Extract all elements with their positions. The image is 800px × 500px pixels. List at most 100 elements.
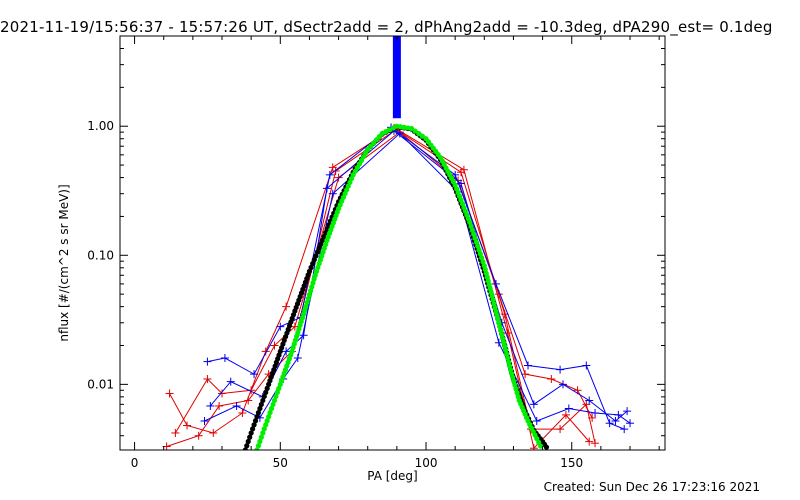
fit-point [255, 409, 262, 416]
fit-point [255, 443, 262, 449]
fit-point [496, 320, 502, 326]
data-point [194, 431, 203, 440]
fit-point [251, 422, 257, 428]
data-point [226, 377, 235, 386]
data-point [232, 401, 241, 410]
fit-point [244, 443, 250, 449]
fit-point [506, 363, 513, 369]
fit-point [258, 434, 264, 440]
fit-point [264, 418, 270, 424]
data-point [171, 428, 180, 437]
fit-point [271, 397, 278, 404]
chart-title: 2021-11-19/15:56:37 - 15:57:26 UT, dSect… [0, 18, 773, 36]
y-tick-label: 0.01 [87, 377, 114, 391]
data-point [209, 428, 218, 437]
data-point [165, 389, 174, 398]
data-point [532, 417, 541, 426]
fit-point [501, 339, 507, 345]
fit-point [412, 128, 418, 134]
fit-point [505, 355, 511, 361]
data-point [395, 129, 404, 138]
data-point [558, 380, 567, 389]
fit-point [257, 405, 263, 412]
data-point [459, 165, 468, 174]
fit-point [505, 359, 512, 365]
series-line [204, 132, 631, 424]
data-point [282, 302, 291, 311]
data-point [276, 322, 285, 331]
fit-point [311, 257, 317, 263]
fit-point [408, 125, 415, 132]
series-6 [200, 129, 635, 428]
fit-point [257, 438, 263, 445]
fit-point [267, 409, 273, 416]
x-tick-label: 100 [415, 456, 438, 470]
data-point [220, 354, 229, 363]
fit-point [543, 444, 550, 450]
fit-point [263, 389, 269, 395]
data-point [614, 410, 623, 419]
fit-point [260, 397, 266, 404]
data-point [206, 401, 215, 410]
data-point [203, 357, 212, 366]
fit-point [245, 438, 251, 445]
x-tick-label: 50 [273, 456, 288, 470]
data-point [451, 170, 460, 179]
data-point [322, 184, 331, 193]
fit-point [314, 249, 321, 255]
fit-point [266, 414, 272, 420]
fit-point [476, 247, 482, 253]
fit-point [250, 426, 256, 432]
fit-point [500, 335, 506, 341]
fit-point [480, 259, 486, 265]
fit-curve-green [254, 123, 544, 450]
x-tick-label: 0 [131, 456, 139, 470]
created-timestamp: Created: Sun Dec 26 17:23:16 2021 [543, 480, 760, 494]
data-point [582, 361, 591, 370]
fit-point [499, 331, 505, 338]
fit-point [416, 131, 422, 137]
y-tick-label: 1.00 [87, 119, 114, 133]
data-point [623, 407, 632, 416]
fit-point [261, 426, 267, 432]
data-point [325, 170, 334, 179]
data-point [585, 437, 594, 446]
data-point [261, 347, 270, 356]
data-point [605, 419, 614, 428]
fit-point [263, 422, 269, 428]
data-point [564, 404, 573, 413]
x-axis-label: PA [deg] [367, 469, 417, 483]
fit-point [252, 418, 259, 424]
series-layer [162, 123, 635, 450]
fit-point [467, 219, 473, 225]
series-line [174, 131, 593, 434]
fit-point [254, 414, 260, 420]
fit-layer [242, 123, 550, 450]
data-point [556, 365, 565, 374]
data-point [620, 425, 629, 434]
data-point [529, 444, 538, 450]
fit-point [258, 401, 264, 408]
data-point [456, 179, 465, 188]
data-point [547, 375, 556, 384]
data-point [591, 439, 600, 448]
fit-point [306, 268, 313, 275]
fit-point [318, 241, 324, 247]
fit-point [247, 434, 253, 440]
fit-point [471, 231, 477, 237]
data-point [238, 408, 247, 417]
fit-point [468, 223, 474, 229]
fit-point [503, 347, 509, 353]
fit-point [268, 405, 275, 412]
data-point [611, 417, 620, 426]
fit-point [313, 253, 319, 259]
data-point [331, 166, 340, 175]
data-point [293, 354, 302, 363]
y-axis-label: nflux [#/(cm^2 s sr MeV)] [57, 184, 71, 341]
fit-point [264, 385, 270, 391]
fit-point [319, 237, 325, 243]
data-point [524, 361, 533, 370]
axis-layer: 0 50 100 150 0.01 0.10 1.00 [87, 35, 665, 470]
fit-curve-black [242, 124, 550, 450]
